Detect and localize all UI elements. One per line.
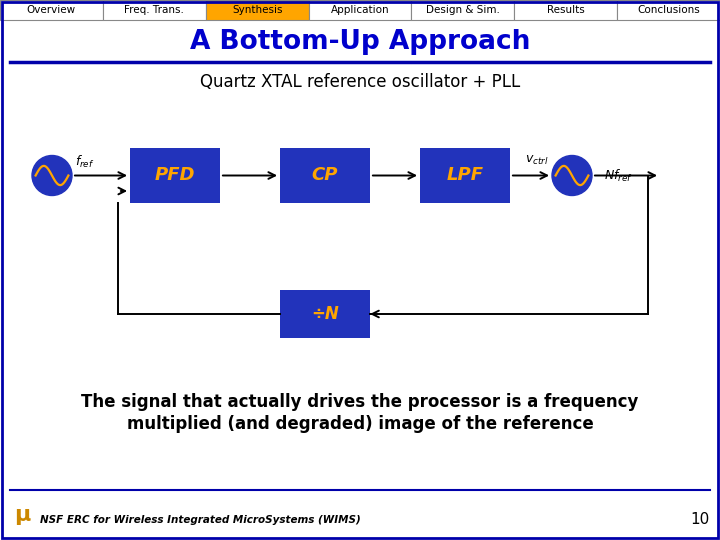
Bar bbox=[617, 0, 720, 20]
Text: Synthesis: Synthesis bbox=[232, 5, 282, 15]
Text: NSF ERC for Wireless Integrated MicroSystems (WIMS): NSF ERC for Wireless Integrated MicroSys… bbox=[40, 515, 361, 525]
Bar bbox=[103, 0, 206, 20]
Text: Conclusions: Conclusions bbox=[637, 5, 700, 15]
Text: $v_{ctrl}$: $v_{ctrl}$ bbox=[526, 154, 549, 167]
Bar bbox=[280, 290, 370, 338]
Text: Design & Sim.: Design & Sim. bbox=[426, 5, 500, 15]
Bar bbox=[514, 0, 617, 20]
Bar bbox=[420, 148, 510, 203]
Text: Application: Application bbox=[330, 5, 390, 15]
Bar bbox=[0, 0, 103, 20]
Bar bbox=[280, 148, 370, 203]
Text: The signal that actually drives the processor is a frequency: The signal that actually drives the proc… bbox=[81, 393, 639, 411]
Text: Quartz XTAL reference oscillator + PLL: Quartz XTAL reference oscillator + PLL bbox=[200, 73, 520, 91]
Text: Results: Results bbox=[546, 5, 585, 15]
Text: 10: 10 bbox=[690, 512, 710, 528]
Bar bbox=[309, 0, 411, 20]
Text: ÷N: ÷N bbox=[311, 305, 339, 323]
Text: Freq. Trans.: Freq. Trans. bbox=[125, 5, 184, 15]
Text: LPF: LPF bbox=[446, 166, 484, 185]
Bar bbox=[411, 0, 514, 20]
Text: $f_{ref}$: $f_{ref}$ bbox=[75, 153, 94, 170]
Circle shape bbox=[552, 156, 592, 195]
Text: CP: CP bbox=[312, 166, 338, 185]
Bar bbox=[130, 148, 220, 203]
Text: $Nf_{ref}$: $Nf_{ref}$ bbox=[604, 167, 633, 184]
Text: Overview: Overview bbox=[27, 5, 76, 15]
Bar bbox=[206, 0, 309, 20]
Text: multiplied (and degraded) image of the reference: multiplied (and degraded) image of the r… bbox=[127, 415, 593, 433]
Text: A Bottom-Up Approach: A Bottom-Up Approach bbox=[190, 29, 530, 55]
Circle shape bbox=[32, 156, 72, 195]
Text: PFD: PFD bbox=[155, 166, 195, 185]
Text: μ: μ bbox=[14, 505, 30, 525]
